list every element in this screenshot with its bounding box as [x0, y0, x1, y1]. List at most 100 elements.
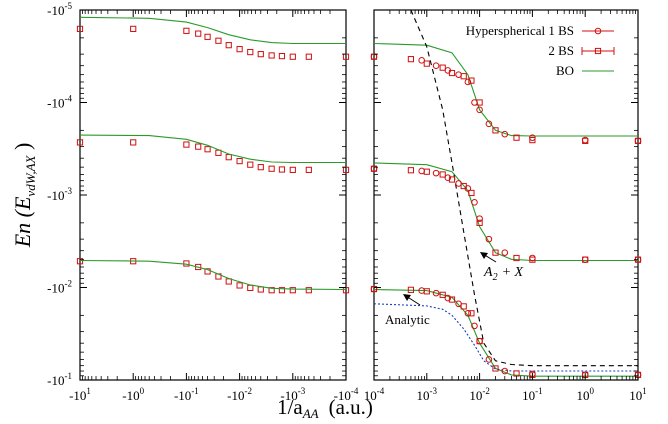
- data-point-hyperspherical: [471, 322, 478, 330]
- y-tick-label: -10-2: [47, 279, 72, 296]
- data-point-2bs: [468, 77, 475, 84]
- data-point-2bs: [448, 69, 456, 77]
- data-point-2bs: [204, 146, 211, 153]
- x-axis-label: 1/aAA (a.u.): [277, 395, 373, 421]
- y-axis-label: En (EvdW,AX ): [10, 143, 38, 249]
- data-point-2bs: [423, 168, 430, 175]
- data-point-2bs: [476, 99, 483, 106]
- legend-keys: [581, 27, 615, 72]
- data-point-hyperspherical: [485, 120, 493, 128]
- data-point-2bs: [289, 53, 296, 60]
- legend: Hyperspherical 1 BS 2 BS BO: [466, 23, 615, 78]
- data-point-2bs: [407, 167, 415, 174]
- data-point-2bs: [76, 25, 84, 32]
- annotation-analytic-arrowhead: [403, 294, 411, 301]
- data-point-hyperspherical: [471, 99, 478, 106]
- data-point-2bs: [278, 287, 286, 294]
- data-point-2bs: [468, 310, 475, 317]
- data-point-hyperspherical: [501, 249, 509, 256]
- data-point-2bs: [370, 285, 378, 293]
- data-point-2bs: [247, 284, 254, 291]
- data-point-2bs: [225, 154, 232, 161]
- left-plot-area: [76, 16, 350, 294]
- data-point-hyperspherical: [444, 174, 452, 181]
- data-point-2bs: [448, 176, 456, 183]
- legend-label-hyperspherical: Hyperspherical 1 BS: [466, 23, 574, 38]
- left-x-tick-label: -10-2: [227, 386, 252, 403]
- y-axis-label-sub: vdW,AX: [23, 154, 38, 196]
- data-point-2bs: [439, 291, 446, 298]
- data-point-2bs: [236, 46, 243, 53]
- data-point-hyperspherical: [455, 71, 462, 78]
- data-point-2bs: [476, 338, 483, 345]
- data-point-2bs: [370, 165, 378, 172]
- annotation-a2x-label: A: [483, 265, 493, 280]
- data-point-hyperspherical: [432, 169, 440, 177]
- annotation-a2x-sub: 2: [493, 272, 498, 283]
- data-point-hyperspherical: [501, 130, 509, 138]
- right-x-tick-labels: 10-4 10-3 10-2 10-1 100 101: [364, 10, 647, 403]
- legend-key-2bs-marker: [594, 47, 602, 55]
- data-point-2bs: [460, 73, 467, 80]
- data-point-2bs: [278, 166, 286, 173]
- data-point-hyperspherical: [471, 199, 478, 206]
- left-x-tick-label: -10-1: [174, 386, 199, 403]
- data-point-2bs: [268, 52, 275, 59]
- data-point-2bs: [236, 157, 243, 165]
- data-point-2bs: [460, 182, 467, 190]
- data-point-2bs: [423, 288, 430, 295]
- data-point-2bs: [423, 60, 430, 67]
- data-point-2bs: [305, 166, 312, 173]
- legend-label-2bs: 2 BS: [548, 43, 574, 58]
- data-point-hyperspherical: [485, 235, 493, 243]
- left-panel: [76, 9, 350, 381]
- annotation-a2x: A2 + X: [480, 252, 524, 283]
- svg-text:En (EvdW,AX ): En (EvdW,AX ): [10, 143, 38, 249]
- y-axis-label-main: En (E: [10, 196, 35, 248]
- data-point-2bs: [529, 137, 536, 144]
- data-point-hyperspherical: [418, 167, 425, 175]
- data-point-2bs: [268, 165, 275, 172]
- svg-text:1/aAA(a.u.): 1/aAA (a.u.): [277, 395, 373, 421]
- data-point-2bs: [407, 56, 415, 63]
- annotation-analytic-label: Analytic: [385, 312, 430, 327]
- bo-curve: [79, 16, 346, 45]
- data-point-hyperspherical: [476, 106, 483, 114]
- annotation-a2x-suffix: + X: [502, 265, 524, 280]
- data-point-2bs: [439, 64, 446, 71]
- data-point-2bs: [513, 134, 520, 141]
- data-point-2bs: [529, 256, 536, 263]
- right-x-tick-label: 10-2: [469, 386, 490, 403]
- legend-key-hyperspherical-marker: [594, 27, 602, 35]
- x-axis-label-sub: AA: [302, 406, 319, 421]
- data-point-2bs: [130, 25, 137, 32]
- data-point-2bs: [582, 137, 589, 144]
- data-point-2bs: [289, 166, 296, 173]
- left-x-tick-label: -10-4: [334, 386, 359, 403]
- data-point-2bs: [247, 161, 254, 168]
- x-axis-label-units: (a.u.): [329, 395, 373, 419]
- y-tick-label: -10-3: [47, 186, 72, 203]
- data-point-2bs: [195, 30, 202, 37]
- right-x-tick-label: 10-4: [364, 386, 385, 403]
- data-point-hyperspherical: [464, 78, 472, 86]
- x-axis-label-main: 1/a: [277, 395, 303, 419]
- left-x-tick-label: -10-3: [280, 386, 305, 403]
- left-x-tick-labels: -101 -100 -10-1 -10-2 -10-3 -10-4: [69, 10, 359, 403]
- data-point-2bs: [183, 260, 190, 267]
- y-tick-label: -10-5: [47, 1, 72, 18]
- data-point-2bs: [492, 365, 499, 372]
- data-point-2bs: [448, 296, 456, 303]
- data-point-2bs: [257, 286, 264, 293]
- svg-text:A2+ X: A2 + X: [483, 265, 524, 283]
- data-point-2bs: [492, 249, 499, 256]
- data-point-hyperspherical: [476, 215, 483, 222]
- data-point-2bs: [183, 27, 190, 34]
- data-point-hyperspherical: [432, 62, 440, 69]
- data-point-2bs: [460, 303, 467, 310]
- data-point-2bs: [476, 219, 483, 226]
- data-point-hyperspherical: [464, 309, 472, 317]
- data-point-2bs: [513, 254, 520, 262]
- data-point-2bs: [247, 48, 254, 56]
- data-point-2bs: [183, 141, 190, 148]
